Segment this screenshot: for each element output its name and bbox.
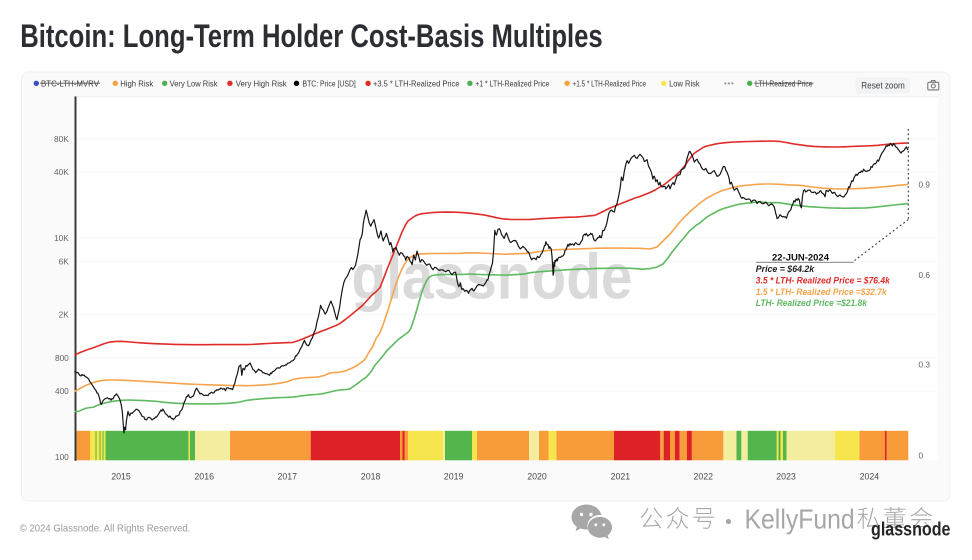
svg-text:Very High Risk: Very High Risk: [236, 78, 288, 88]
svg-text:2021: 2021: [611, 472, 631, 482]
svg-text:2017: 2017: [278, 472, 298, 482]
svg-text:0.3: 0.3: [919, 360, 931, 370]
svg-text:Bitcoin: Long-Term Holder Cost: Bitcoin: Long-Term Holder Cost-Basis Mul…: [20, 18, 603, 54]
svg-text:LTH- Realized Price =$21.8k: LTH- Realized Price =$21.8k: [756, 297, 868, 308]
svg-text:40K: 40K: [54, 167, 69, 177]
svg-text:800: 800: [55, 353, 69, 363]
svg-text:+1.5 * LTH-Realized Price: +1.5 * LTH-Realized Price: [573, 78, 647, 88]
svg-text:© 2024 Glassnode. All Rights R: © 2024 Glassnode. All Rights Reserved.: [20, 524, 191, 535]
svg-text:1.5 * LTH- Realized Price =$32: 1.5 * LTH- Realized Price =$32.7k: [756, 286, 887, 297]
svg-text:glassnode: glassnode: [871, 519, 951, 541]
svg-text:2K: 2K: [59, 310, 70, 320]
svg-text:2020: 2020: [527, 472, 547, 482]
svg-text:22-JUN-2024: 22-JUN-2024: [772, 252, 830, 263]
svg-text:2015: 2015: [111, 472, 131, 482]
svg-text:BTC: Price [USD]: BTC: Price [USD]: [303, 78, 356, 88]
svg-text:Reset zoom: Reset zoom: [861, 80, 905, 90]
svg-text:0.9: 0.9: [919, 179, 931, 189]
svg-text:2023: 2023: [776, 472, 796, 482]
svg-text:High Risk: High Risk: [120, 78, 154, 88]
svg-text:3.5 * LTH- Realized Price = $7: 3.5 * LTH- Realized Price = $76.4k: [756, 274, 891, 285]
svg-text:2019: 2019: [444, 472, 464, 482]
svg-text:2024: 2024: [860, 472, 880, 482]
svg-text:Low Risk: Low Risk: [669, 78, 700, 88]
svg-text:Price = $64.2k: Price = $64.2k: [756, 263, 815, 274]
svg-text:2016: 2016: [194, 472, 214, 482]
svg-text:2022: 2022: [694, 472, 714, 482]
svg-text:2018: 2018: [361, 472, 381, 482]
svg-text:•••: •••: [724, 78, 734, 88]
svg-text:+3.5 * LTH-Realized Price: +3.5 * LTH-Realized Price: [373, 78, 460, 88]
svg-text:Very Low Risk: Very Low Risk: [170, 78, 219, 88]
svg-text:0: 0: [919, 451, 924, 461]
svg-text:400: 400: [55, 386, 69, 396]
svg-text:100: 100: [55, 452, 69, 462]
svg-text:10K: 10K: [54, 233, 69, 243]
svg-text:+1 * LTH-Realized Price: +1 * LTH-Realized Price: [475, 78, 550, 88]
svg-text:KellyFund: KellyFund: [745, 504, 855, 535]
svg-text:0.6: 0.6: [919, 270, 931, 280]
svg-text:6K: 6K: [59, 257, 70, 267]
svg-text:80K: 80K: [54, 134, 69, 144]
